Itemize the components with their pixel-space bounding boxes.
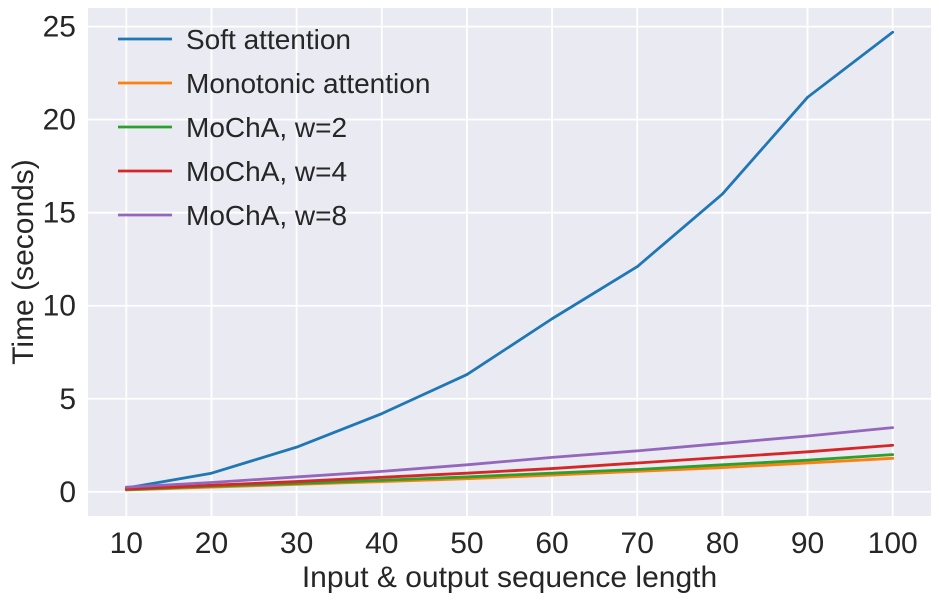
x-tick-label: 100 <box>868 527 918 560</box>
x-tick-label: 90 <box>791 527 824 560</box>
legend-label: Soft attention <box>186 24 351 55</box>
x-tick-label: 40 <box>365 527 398 560</box>
x-tick-label: 30 <box>280 527 313 560</box>
y-tick-label: 15 <box>43 197 76 230</box>
legend-label: MoChA, w=2 <box>186 112 347 143</box>
x-tick-label: 50 <box>450 527 483 560</box>
y-tick-label: 0 <box>59 476 76 509</box>
legend-label: MoChA, w=8 <box>186 200 347 231</box>
x-tick-label: 10 <box>110 527 143 560</box>
x-tick-label: 70 <box>621 527 654 560</box>
x-tick-label: 20 <box>195 527 228 560</box>
series-line-4 <box>124 426 895 489</box>
y-tick-label: 10 <box>43 290 76 323</box>
legend-label: MoChA, w=4 <box>186 156 347 187</box>
x-tick-label: 60 <box>535 527 568 560</box>
y-tick-label: 25 <box>43 11 76 44</box>
y-tick-label: 5 <box>59 383 76 416</box>
x-axis-label: Input & output sequence length <box>301 561 718 594</box>
plot-area <box>88 8 931 516</box>
y-axis-label: Time (seconds) <box>7 159 40 365</box>
legend-label: Monotonic attention <box>186 68 430 99</box>
y-tick-label: 20 <box>43 104 76 137</box>
series-line-0 <box>124 30 895 490</box>
x-tick-label: 80 <box>706 527 739 560</box>
series-line-3 <box>124 443 895 491</box>
